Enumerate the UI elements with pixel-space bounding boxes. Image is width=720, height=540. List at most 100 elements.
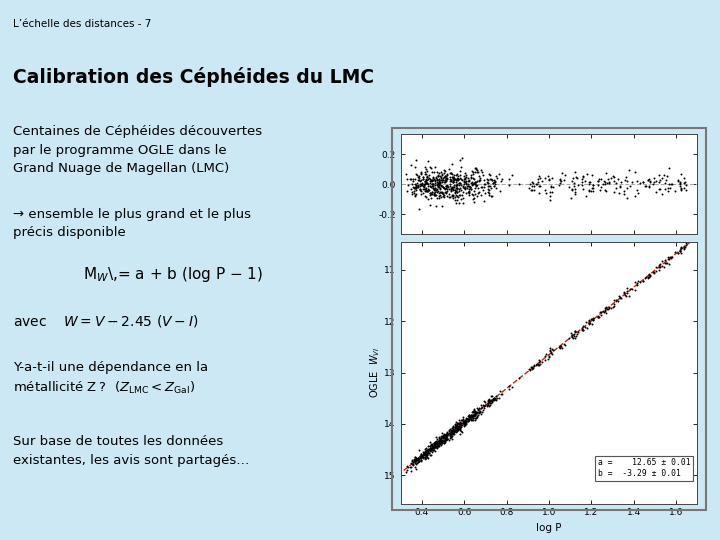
Point [415,179,426,188]
Point [662,259,673,268]
Point [417,448,428,456]
Point [458,171,469,180]
Point [464,410,475,419]
Point [534,182,545,191]
Point [445,427,456,435]
Point [644,271,656,279]
Point [679,243,690,252]
Point [447,428,459,436]
Point [577,326,589,335]
Point [440,434,451,443]
Point [483,188,495,197]
Point [600,186,611,195]
Point [642,273,653,282]
Point [630,167,642,176]
Point [477,406,489,415]
Point [427,446,438,454]
Point [432,181,444,190]
Point [546,350,558,359]
Point [648,269,660,278]
Point [431,438,442,447]
Point [621,291,632,300]
Point [462,417,474,426]
Point [410,455,422,464]
Point [528,181,540,190]
Point [420,185,432,194]
Point [436,433,448,441]
Point [461,177,472,186]
Point [477,408,488,416]
Point [660,176,672,184]
Point [432,179,444,187]
Point [436,437,448,445]
Point [449,423,461,432]
Point [407,459,418,468]
Point [429,177,441,185]
Point [675,186,687,195]
Point [476,190,487,199]
Point [626,178,638,187]
Point [534,357,545,366]
Point [569,328,580,337]
Point [586,171,598,179]
Point [472,192,483,200]
Point [440,189,451,198]
Point [565,193,577,202]
Point [410,185,422,194]
Point [447,183,459,191]
Point [428,185,440,194]
Point [450,195,462,204]
Point [430,440,441,448]
Point [631,186,643,194]
Point [481,178,492,187]
Point [420,165,432,174]
Point [454,191,465,200]
Point [603,174,614,183]
Point [412,456,423,464]
Point [407,460,418,469]
Point [611,179,622,187]
Point [472,184,484,193]
Point [462,182,473,191]
Point [440,176,451,184]
Point [459,416,470,425]
Point [413,456,425,465]
Point [446,424,458,433]
Point [414,181,426,190]
Point [431,186,442,194]
Point [531,360,543,369]
Point [663,260,675,269]
Point [469,406,480,415]
Point [450,180,462,189]
Point [463,176,474,185]
Point [453,424,464,433]
Point [436,438,447,447]
Point [439,176,451,185]
Point [462,416,473,425]
Point [415,168,426,177]
Point [405,467,417,476]
Point [660,258,671,267]
Point [437,187,449,196]
Point [454,421,465,430]
Point [485,182,496,191]
Point [420,453,431,462]
Point [415,180,427,188]
Point [444,173,456,181]
Point [503,174,514,183]
Point [446,191,458,199]
Point [410,453,422,462]
Point [455,418,467,427]
Point [436,176,448,184]
Point [459,178,470,186]
Point [421,446,433,454]
Point [446,183,457,192]
Point [433,177,445,185]
Point [410,180,421,189]
Point [567,330,578,339]
Point [678,184,690,193]
Point [577,173,589,181]
Point [644,271,655,280]
Point [463,412,474,421]
Point [637,276,649,285]
